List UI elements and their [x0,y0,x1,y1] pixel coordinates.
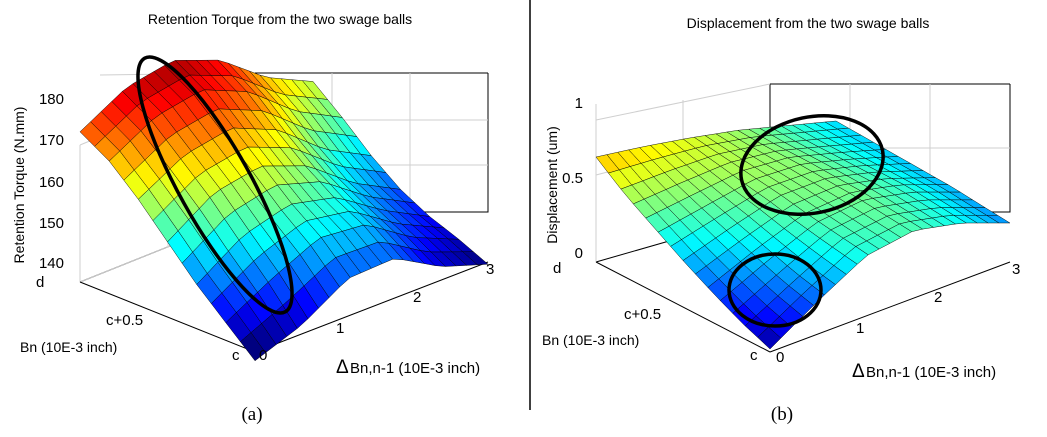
chart-b-x-label: Bn,n-1 (10E-3 inch) [866,364,996,381]
chart-b-z-tick: 0 [575,245,583,262]
chart-b-x-tick: 2 [934,289,942,306]
chart-b-annotation-ellipse-top [739,113,885,217]
chart-a-caption: (a) [241,404,262,425]
chart-b-y-tick: c+0.5 [624,306,661,323]
chart-b-delta-symbol: Δ [852,361,865,382]
chart-a-z-tick: 140 [39,255,64,272]
chart-b-z-label: Displacement (um) [544,126,560,243]
chart-a-z-label: Retention Torque (N.mm) [11,107,27,264]
chart-b-x-tick: 0 [776,349,784,366]
surface-patch [985,215,1011,224]
chart-a-y-tick: c [232,347,240,364]
chart-a-title: Retention Torque from the two swage ball… [148,11,412,27]
chart-b: Displacement from the two swage balls 1 … [542,15,1020,425]
chart-b-surface [595,120,1011,350]
chart-a-surface [79,59,489,362]
chart-a-x-tick: 0 [259,347,267,364]
chart-a-z-tick: 180 [39,91,64,108]
surface-patch [462,251,489,266]
chart-b-x-tick: 3 [1012,261,1020,278]
chart-b-caption: (b) [771,404,793,425]
chart-a-x-label: Bn,n-1 (10E-3 inch) [350,360,480,377]
chart-a-y-label: Bn (10E-3 inch) [20,339,117,355]
chart-a-z-tick: 170 [39,132,64,149]
chart-b-z-tick: 0.5 [562,170,583,187]
chart-a-y-tick: d [36,274,44,291]
chart-b-y-label: Bn (10E-3 inch) [542,332,639,348]
chart-a: Retention Torque from the two swage ball… [11,11,494,425]
chart-a-x-tick: 2 [413,289,421,306]
chart-a-z-tick: 160 [39,174,64,191]
chart-a-annotation-ellipse [136,55,294,315]
chart-a-x-tick: 1 [336,320,344,337]
chart-a-x-tick: 3 [486,261,494,278]
chart-a-delta-symbol: Δ [336,357,349,378]
chart-b-z-tick: 1 [575,95,583,112]
chart-b-y-tick: d [553,260,561,277]
chart-a-z-tick: 150 [39,215,64,232]
chart-b-annotation-ellipse-bottom [727,252,823,328]
chart-a-y-tick: c+0.5 [106,312,143,329]
chart-b-y-tick: c [750,347,758,364]
chart-b-x-tick: 1 [856,320,864,337]
chart-b-title: Displacement from the two swage balls [687,15,930,31]
